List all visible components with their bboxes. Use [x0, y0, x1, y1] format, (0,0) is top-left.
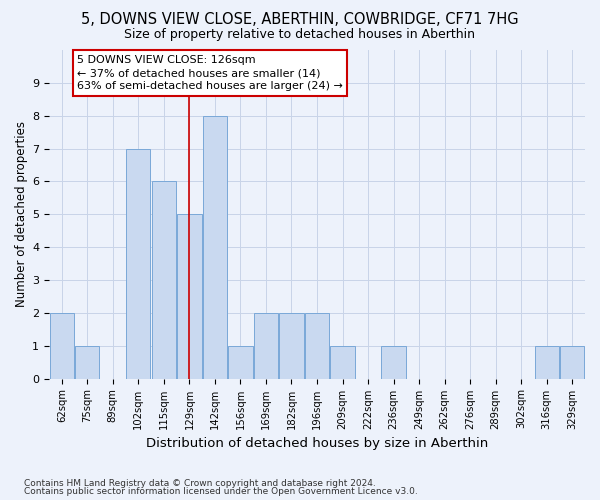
Bar [126, 148, 151, 378]
Bar [152, 182, 176, 378]
Text: Size of property relative to detached houses in Aberthin: Size of property relative to detached ho… [125, 28, 476, 41]
X-axis label: Distribution of detached houses by size in Aberthin: Distribution of detached houses by size … [146, 437, 488, 450]
Text: 5 DOWNS VIEW CLOSE: 126sqm
← 37% of detached houses are smaller (14)
63% of semi: 5 DOWNS VIEW CLOSE: 126sqm ← 37% of deta… [77, 55, 343, 92]
Bar [229, 346, 253, 378]
Bar [382, 346, 406, 378]
Bar [50, 313, 74, 378]
Text: Contains HM Land Registry data © Crown copyright and database right 2024.: Contains HM Land Registry data © Crown c… [24, 478, 376, 488]
Bar [560, 346, 584, 378]
Y-axis label: Number of detached properties: Number of detached properties [15, 122, 28, 308]
Text: Contains public sector information licensed under the Open Government Licence v3: Contains public sector information licen… [24, 487, 418, 496]
Bar [535, 346, 559, 378]
Bar [254, 313, 278, 378]
Bar [280, 313, 304, 378]
Bar [177, 214, 202, 378]
Bar [75, 346, 100, 378]
Bar [203, 116, 227, 378]
Text: 5, DOWNS VIEW CLOSE, ABERTHIN, COWBRIDGE, CF71 7HG: 5, DOWNS VIEW CLOSE, ABERTHIN, COWBRIDGE… [81, 12, 519, 26]
Bar [331, 346, 355, 378]
Bar [305, 313, 329, 378]
